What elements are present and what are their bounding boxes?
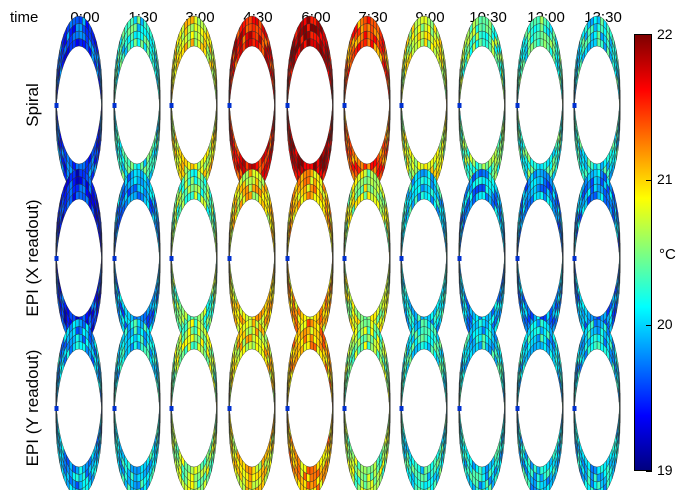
ring-map (227, 318, 276, 490)
ring-map (112, 15, 161, 195)
ring-map (169, 318, 218, 490)
ring-map (515, 15, 564, 195)
ring-map (572, 168, 621, 348)
colorbar-unit: °C (659, 246, 676, 263)
colorbar-tick-label: 21 (657, 170, 673, 187)
ring-map (572, 15, 621, 195)
ring-map (399, 318, 448, 490)
ring-map (285, 15, 334, 195)
ring-map (169, 15, 218, 195)
ring-map (54, 15, 103, 195)
ring-map (285, 318, 334, 490)
ring-map (342, 318, 391, 490)
colorbar-tick-label: 19 (657, 462, 673, 478)
ring-map (457, 318, 506, 490)
ring-map (342, 15, 391, 195)
colorbar-tick-mark (646, 179, 652, 181)
colorbar-tick-mark (646, 471, 652, 472)
ring-map (572, 318, 621, 490)
colorbar-tick-label: 20 (657, 316, 673, 333)
colorbar-gradient (634, 34, 652, 471)
ring-map (112, 168, 161, 348)
ring-map (399, 15, 448, 195)
colorbar-tick-mark (646, 34, 652, 35)
time-axis-label: time (10, 9, 39, 26)
ring-map (227, 15, 276, 195)
colorbar-tick-label: 22 (657, 26, 673, 42)
colorbar-tick-mark (646, 325, 652, 327)
ring-map (54, 318, 103, 490)
ring-map (457, 15, 506, 195)
ring-map (112, 318, 161, 490)
ring-map (515, 318, 564, 490)
ring-map (457, 168, 506, 348)
